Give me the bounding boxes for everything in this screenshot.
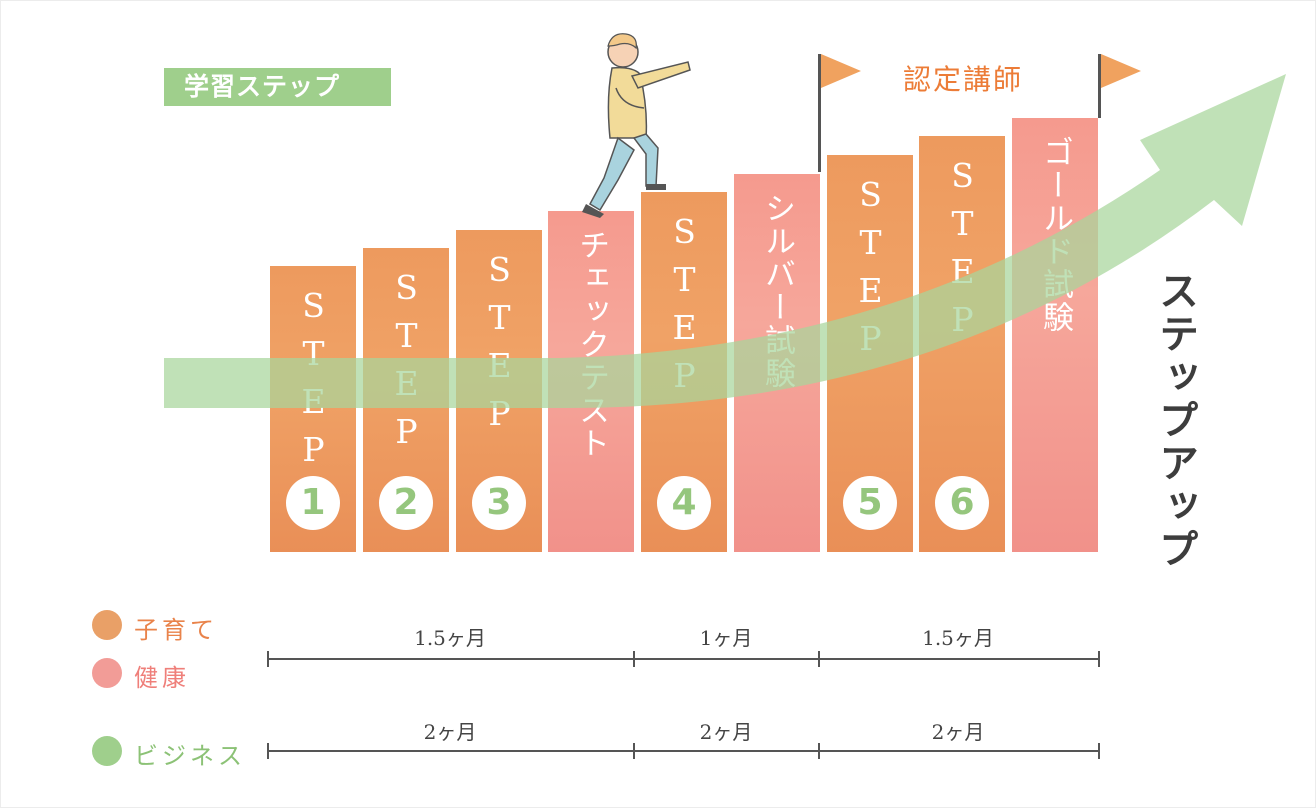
step-number-badge: 4 (657, 476, 711, 530)
timeline-lower-label: 2ヶ月 (931, 720, 985, 744)
step-number-badge: 6 (935, 476, 989, 530)
step-bar: STEP 6 (919, 136, 1005, 552)
timeline-lower-label: 2ヶ月 (423, 720, 477, 744)
step-up-label: ステップアップ (1152, 270, 1198, 571)
step-number-badge: 3 (472, 476, 526, 530)
timeline-upper-label: 1.5ヶ月 (414, 626, 486, 650)
step-bar: ゴールド試験 (1012, 118, 1098, 552)
step-number-badge: 1 (286, 476, 340, 530)
legend-childcare-label: 子育て (134, 616, 218, 644)
step-bar-label: チェックテスト (573, 229, 609, 460)
step-bar-label: STEP (851, 175, 890, 367)
flag-icon (821, 54, 861, 88)
timeline-tick (267, 743, 269, 759)
step-bar-label: STEP (387, 268, 426, 460)
timeline-lower-label: 2ヶ月 (699, 720, 753, 744)
step-bar-label: ゴールド試験 (1037, 136, 1073, 334)
timeline-tick (633, 743, 635, 759)
step-bar: STEP 3 (456, 230, 542, 552)
timeline-tick (818, 743, 820, 759)
step-bar: STEP 5 (827, 155, 913, 552)
step-bar-label: STEP (480, 250, 519, 442)
climbing-person-icon (582, 33, 691, 218)
step-bar: STEP 1 (270, 266, 356, 552)
step-bar: STEP 4 (641, 192, 727, 552)
timeline-upper (267, 658, 1100, 660)
step-bar-label: STEP (294, 286, 333, 478)
flag-icon (1101, 54, 1141, 88)
timeline-tick (633, 651, 635, 667)
step-bar: チェックテスト (548, 211, 634, 552)
legend-childcare-dot (92, 610, 122, 640)
legend-health-label: 健康 (134, 664, 190, 692)
step-bar-label: STEP (943, 156, 982, 348)
legend-business-label: ビジネス (134, 742, 246, 770)
step-bar: STEP 2 (363, 248, 449, 552)
step-number-badge: 5 (843, 476, 897, 530)
legend-health-dot (92, 658, 122, 688)
learning-steps-badge: 学習ステップ (164, 68, 391, 106)
timeline-lower (267, 750, 1100, 752)
timeline-tick (1098, 743, 1100, 759)
certified-instructor-label: 認定講師 (903, 63, 1024, 96)
timeline-tick (818, 651, 820, 667)
step-bar-label: シルバー試験 (759, 192, 795, 390)
timeline-tick (267, 651, 269, 667)
timeline-upper-label: 1.5ヶ月 (922, 626, 994, 650)
timeline-tick (1098, 651, 1100, 667)
step-bar-label: STEP (665, 212, 704, 404)
step-number-badge: 2 (379, 476, 433, 530)
legend-business-dot (92, 736, 122, 766)
timeline-upper-label: 1ヶ月 (699, 626, 753, 650)
step-bar: シルバー試験 (734, 174, 820, 552)
